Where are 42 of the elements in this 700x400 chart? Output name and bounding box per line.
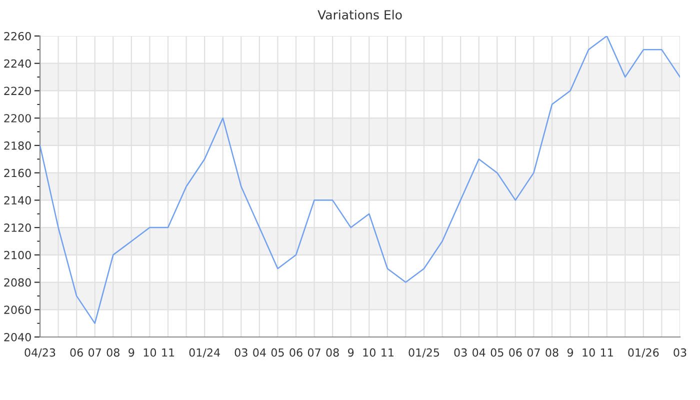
x-tick-label: 08 xyxy=(106,348,120,357)
y-tick-label: 2140 xyxy=(4,196,31,205)
x-tick-label: 08 xyxy=(326,348,339,357)
x-tick-label: 11 xyxy=(601,348,613,357)
x-tick-label: 9 xyxy=(348,348,354,357)
x-tick-label: 11 xyxy=(162,348,174,357)
x-tick-label: 9 xyxy=(567,348,574,357)
y-tick-label: 2080 xyxy=(4,278,31,287)
x-tick-label: 03 xyxy=(234,348,248,357)
y-tick-label: 2060 xyxy=(4,306,31,314)
y-tick-label: 2100 xyxy=(4,250,31,260)
x-tick-label: 05 xyxy=(271,348,284,357)
x-tick-label: 10 xyxy=(582,348,595,357)
y-tick-label: 2240 xyxy=(4,59,31,68)
x-tick-label: 07 xyxy=(308,348,320,357)
chart-title: Variations Elo xyxy=(318,10,402,20)
x-tick-label: 10 xyxy=(363,348,376,357)
y-tick-label: 2120 xyxy=(4,224,31,232)
y-tick-label: 2220 xyxy=(4,86,31,96)
y-tick-label: 2180 xyxy=(4,141,31,150)
x-tick-label: 07 xyxy=(527,348,540,357)
x-tick-label: 07 xyxy=(88,348,101,357)
x-tick-label: 03 xyxy=(674,348,686,357)
y-tick-label: 2200 xyxy=(4,114,31,122)
x-tick-label: 05 xyxy=(490,348,504,357)
x-tick-label: 06 xyxy=(70,348,83,357)
x-tick-label: 11 xyxy=(382,348,394,357)
x-tick-label: 08 xyxy=(546,348,558,357)
x-tick-label: 01/25 xyxy=(408,348,440,358)
x-tick-label: 03 xyxy=(454,348,467,357)
x-tick-label: 01/26 xyxy=(628,348,659,358)
x-tick-label: 04 xyxy=(472,348,486,357)
y-tick-label: 2260 xyxy=(4,32,31,40)
x-tick-label: 10 xyxy=(144,348,156,357)
y-tick-label: 2040 xyxy=(4,332,31,342)
x-tick-label: 01/24 xyxy=(189,348,220,358)
x-tick-label: 04 xyxy=(253,348,266,357)
x-tick-label: 9 xyxy=(128,348,134,357)
x-tick-label: 06 xyxy=(290,348,302,357)
x-tick-label: 04/23 xyxy=(24,348,56,358)
y-tick-label: 2160 xyxy=(4,168,31,178)
x-tick-label: 06 xyxy=(509,348,522,357)
